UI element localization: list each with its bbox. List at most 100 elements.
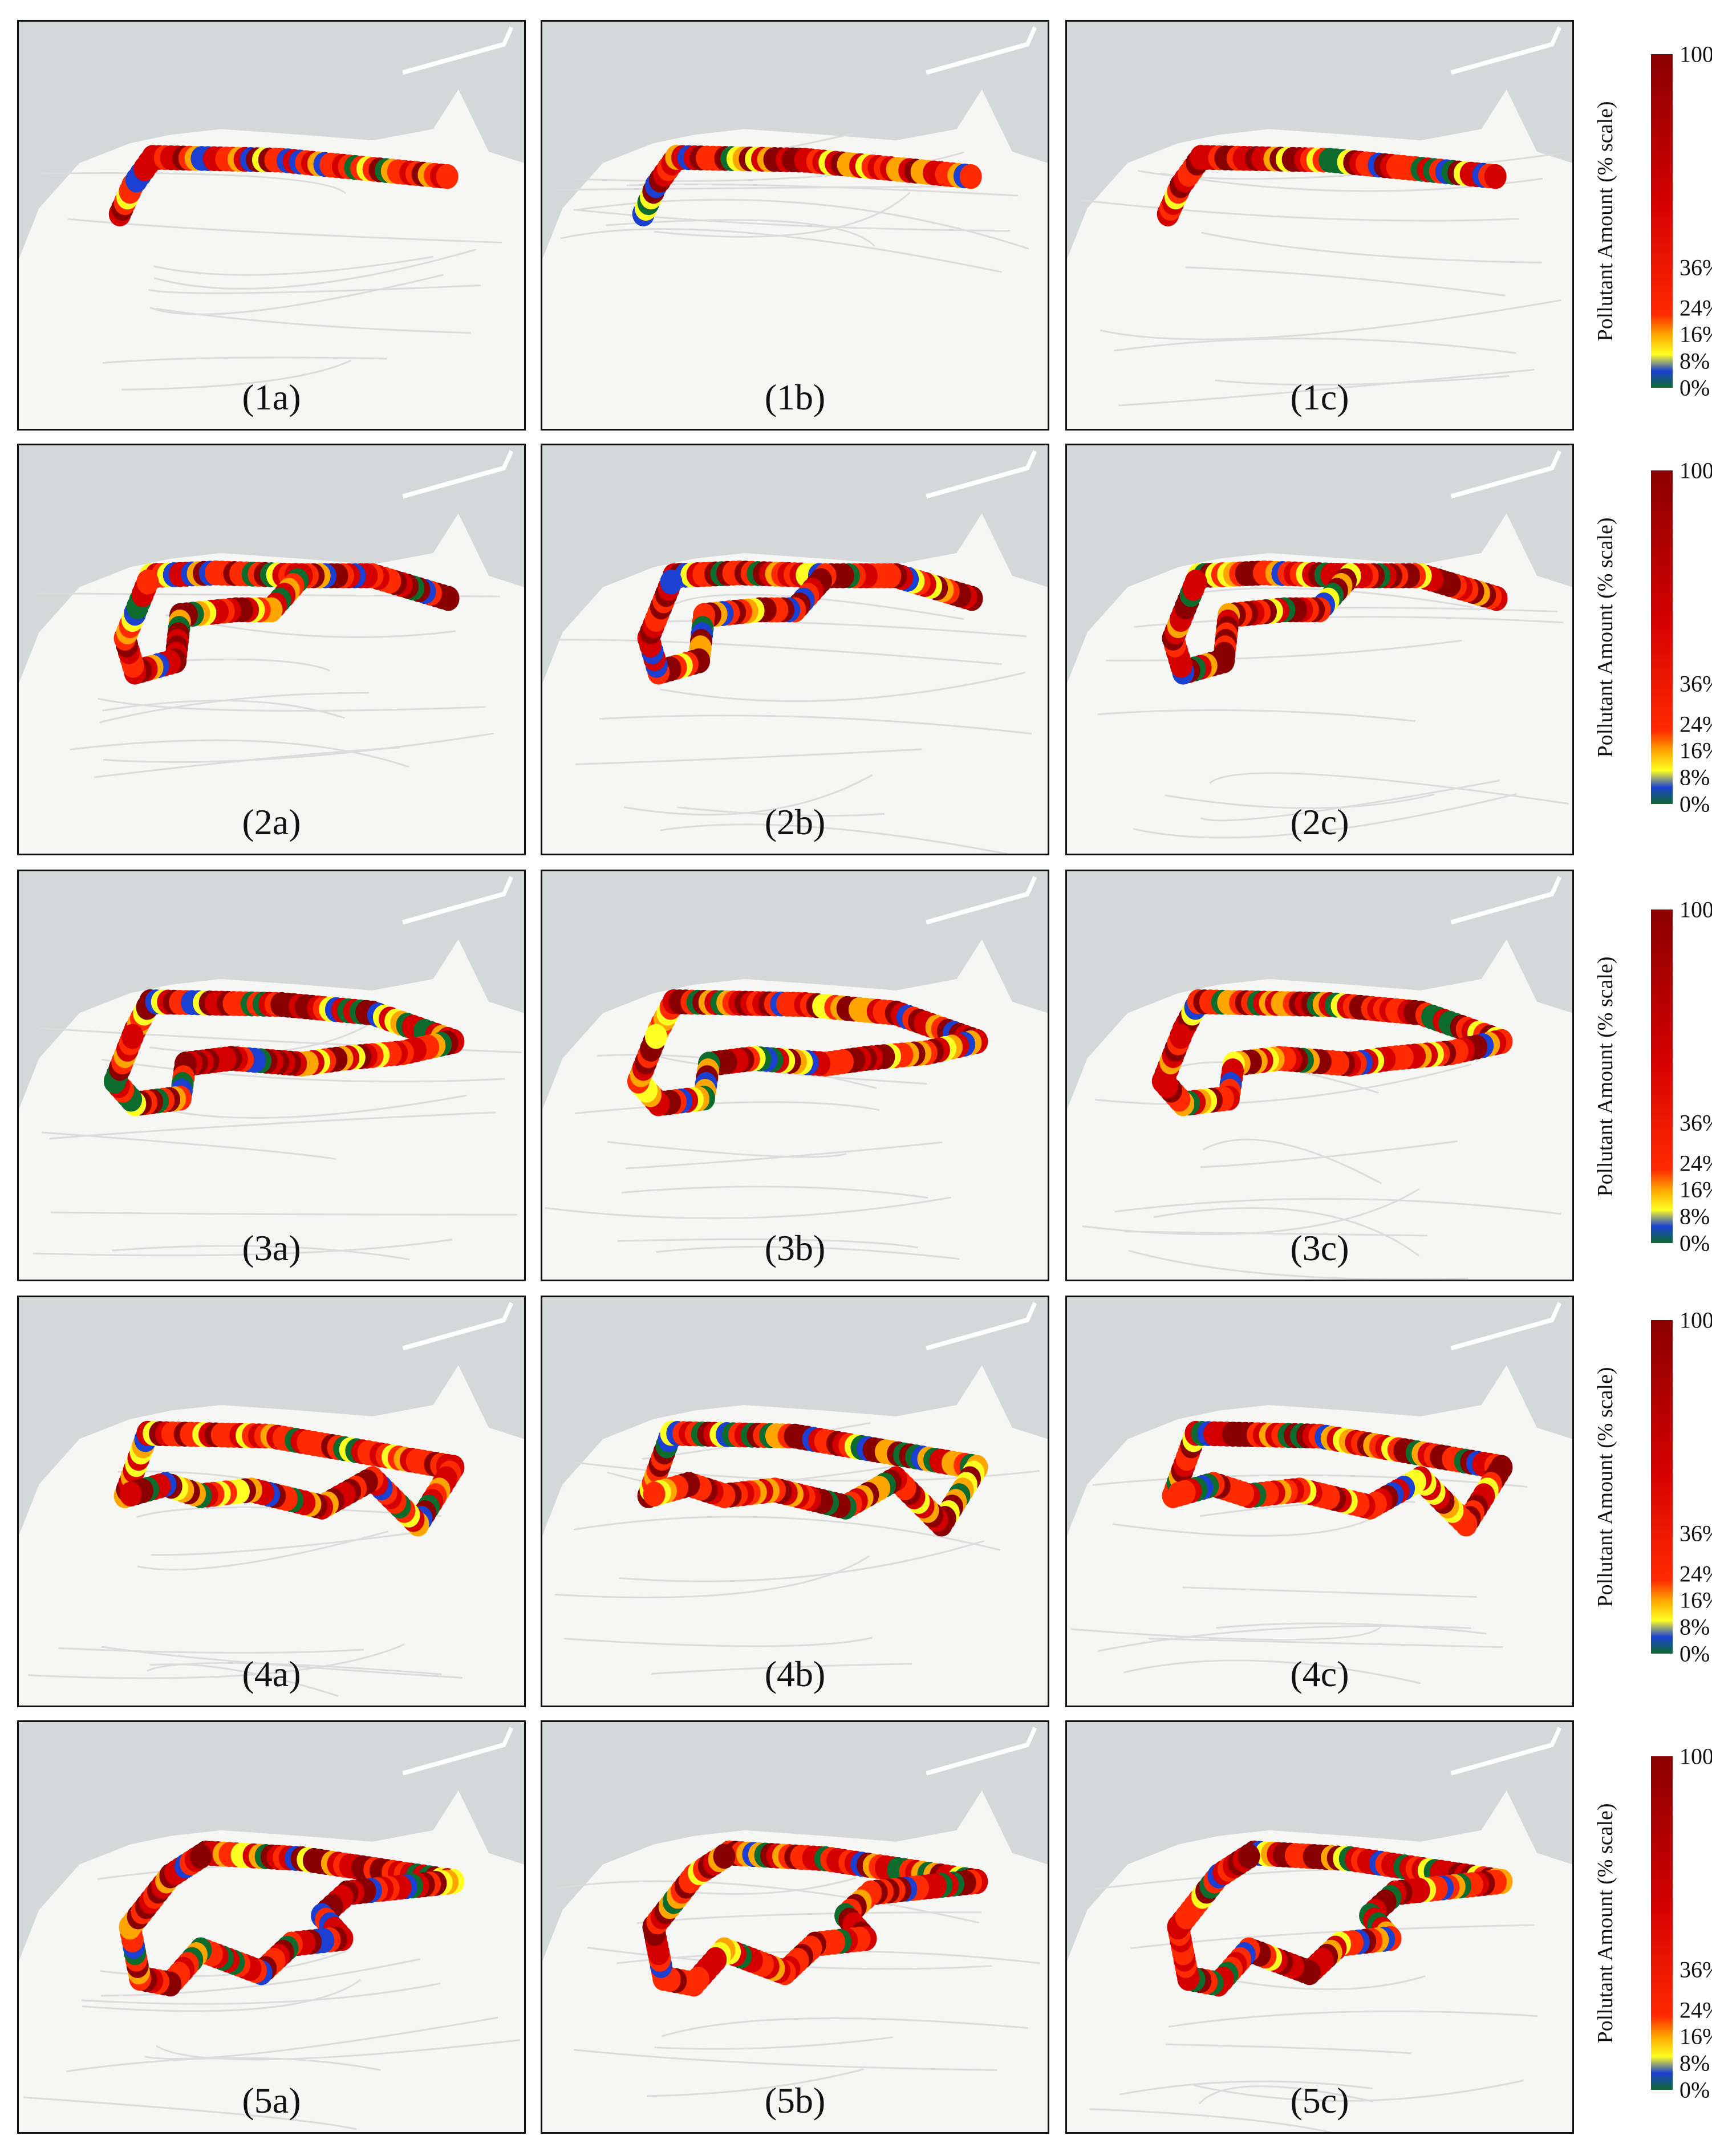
map-panel: (5a) <box>17 1720 526 2134</box>
measurement-point <box>713 1844 736 1869</box>
pier <box>402 1727 514 1776</box>
colorbar-tick-label: 0% <box>1679 791 1710 817</box>
route-map <box>1067 445 1572 839</box>
road-line <box>153 255 433 276</box>
route-map <box>542 1722 1048 2097</box>
colorbar-gradient <box>1651 910 1673 1243</box>
road-line <box>654 2036 893 2050</box>
colorbar-tick-label: 0% <box>1679 1641 1710 1667</box>
road-line <box>606 219 875 247</box>
road-line <box>607 1141 847 1158</box>
road-line <box>625 1141 943 1170</box>
sea-area <box>19 1722 524 1962</box>
colorbar-title: Pollutant Amount (% scale) <box>1593 517 1617 758</box>
road-line <box>103 732 494 763</box>
colorbar-legend: Pollutant Amount (% scale) 100% 36% 24%16%8… <box>1574 458 1712 817</box>
road-line <box>674 1877 857 1895</box>
map-panel: (1b) <box>541 20 1049 431</box>
map-panel: (2b) <box>541 444 1049 855</box>
map-panel: (3a) <box>17 870 526 1281</box>
pier <box>402 876 514 925</box>
map-panel: (5c) <box>1065 1720 1574 2134</box>
road-line <box>51 1211 517 1216</box>
colorbar-legend: Pollutant Amount (% scale) 100% 36% 24%16%8… <box>1574 1308 1712 1667</box>
road-line <box>573 209 1010 232</box>
measurement-point <box>119 1481 142 1507</box>
map-panel: (2a) <box>17 444 526 855</box>
road-line <box>1165 793 1435 809</box>
map-panel: (4c) <box>1065 1296 1574 1707</box>
road-line <box>121 359 352 391</box>
route-map <box>1067 22 1572 407</box>
road-line <box>1134 616 1564 628</box>
road-line <box>677 806 885 817</box>
road-line <box>599 714 1032 735</box>
road-line <box>147 1662 442 1675</box>
road-line <box>574 2049 997 2071</box>
colorbar-tick-label: 16% <box>1679 321 1712 347</box>
colorbar-legend: Pollutant Amount (% scale) 100% 36% 24%16%8… <box>1574 897 1712 1256</box>
road-line <box>560 228 1003 273</box>
sea-area <box>542 22 1048 259</box>
colorbar-tick-label: 36% <box>1679 1110 1712 1136</box>
road-line <box>624 774 873 816</box>
colorbar-tick-label: 0% <box>1679 375 1710 401</box>
measurement-point <box>660 569 683 595</box>
colorbar-tick-label: 8% <box>1679 1203 1710 1229</box>
road-line <box>1200 779 1500 822</box>
colorbar-tick-label: 36% <box>1679 671 1712 697</box>
colorbar-tick-label: 0% <box>1679 1230 1710 1256</box>
road-line <box>42 1131 336 1160</box>
sea-area <box>1067 1297 1572 1536</box>
measurement-point <box>136 569 159 595</box>
road-line <box>1097 709 1415 722</box>
road-line <box>574 1101 880 1114</box>
road-line <box>1209 772 1569 805</box>
road-line <box>144 2016 498 2060</box>
map-panel: (1a) <box>17 20 526 431</box>
pier <box>402 1302 514 1351</box>
colorbar-tick-label: 100% <box>1679 1743 1712 1769</box>
measurement-point <box>1238 1844 1260 1869</box>
road-line <box>1070 1625 1382 1641</box>
road-line <box>1201 232 1542 263</box>
panel-label: (3b) <box>764 1228 826 1268</box>
route-map <box>19 1297 524 1697</box>
road-line <box>23 2096 357 2130</box>
road-line <box>136 1507 441 1518</box>
panel-label: (1a) <box>242 377 301 417</box>
road-line <box>1128 1249 1468 1280</box>
sea-area <box>542 1297 1048 1536</box>
colorbar-tick-label: 24% <box>1679 1997 1712 2023</box>
colorbar-tick-label: 16% <box>1679 1176 1712 1203</box>
road-line <box>1123 1659 1421 1684</box>
road-line <box>66 2057 381 2073</box>
road-line <box>1212 1975 1426 1991</box>
road-line <box>574 1516 1001 1551</box>
colorbar-tick-label: 100% <box>1679 896 1712 923</box>
road-line <box>42 172 346 194</box>
colorbar-gradient <box>1651 54 1673 388</box>
colorbar-tick-label: 16% <box>1679 1587 1712 1613</box>
road-line <box>637 1911 981 1924</box>
road-line <box>1148 1638 1503 1649</box>
measurement-point <box>1184 569 1207 595</box>
road-line <box>1166 2043 1411 2055</box>
road-line <box>1119 2080 1373 2096</box>
road-line <box>103 356 387 364</box>
pier <box>402 450 514 499</box>
road-line <box>1080 199 1520 222</box>
colorbar-tick-label: 36% <box>1679 254 1712 281</box>
colorbar-tick-label: 100% <box>1679 1307 1712 1333</box>
measurement-point <box>643 1481 666 1507</box>
sea-area <box>542 871 1048 1110</box>
colorbar-gradient <box>1651 470 1673 804</box>
panel-label: (2a) <box>242 802 301 842</box>
measurement-point <box>644 1024 667 1049</box>
road-line <box>651 1663 912 1675</box>
panel-label: (5c) <box>1290 2080 1349 2121</box>
road-line <box>671 594 964 620</box>
panel-label: (5b) <box>764 2080 826 2121</box>
road-line <box>70 739 409 768</box>
